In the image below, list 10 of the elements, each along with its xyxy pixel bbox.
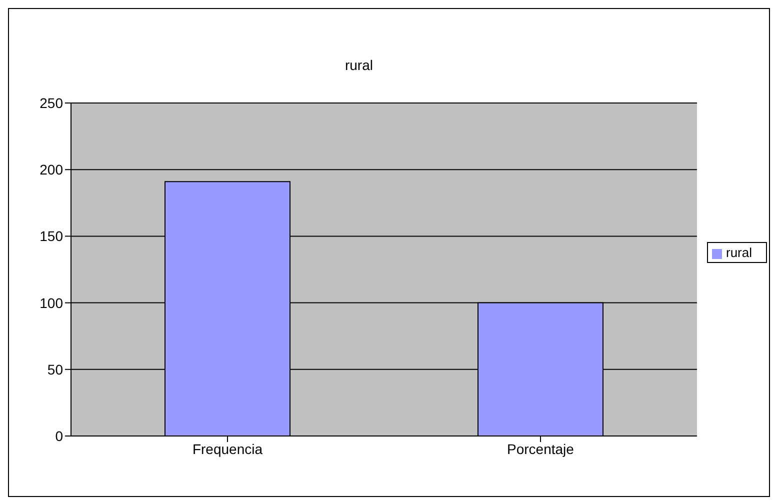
y-tick-label: 50 xyxy=(47,361,64,378)
y-tick-label: 100 xyxy=(40,294,64,311)
y-tick-label: 250 xyxy=(40,94,64,111)
y-tick-label: 0 xyxy=(55,428,64,444)
x-tick-label: Frequencia xyxy=(192,440,263,457)
y-tick-label: 150 xyxy=(40,228,64,244)
legend-label: rural xyxy=(726,245,752,260)
chart-title: rural xyxy=(344,57,374,73)
x-tick-label: Porcentaje xyxy=(507,440,574,457)
y-tick-label: 200 xyxy=(40,162,64,178)
